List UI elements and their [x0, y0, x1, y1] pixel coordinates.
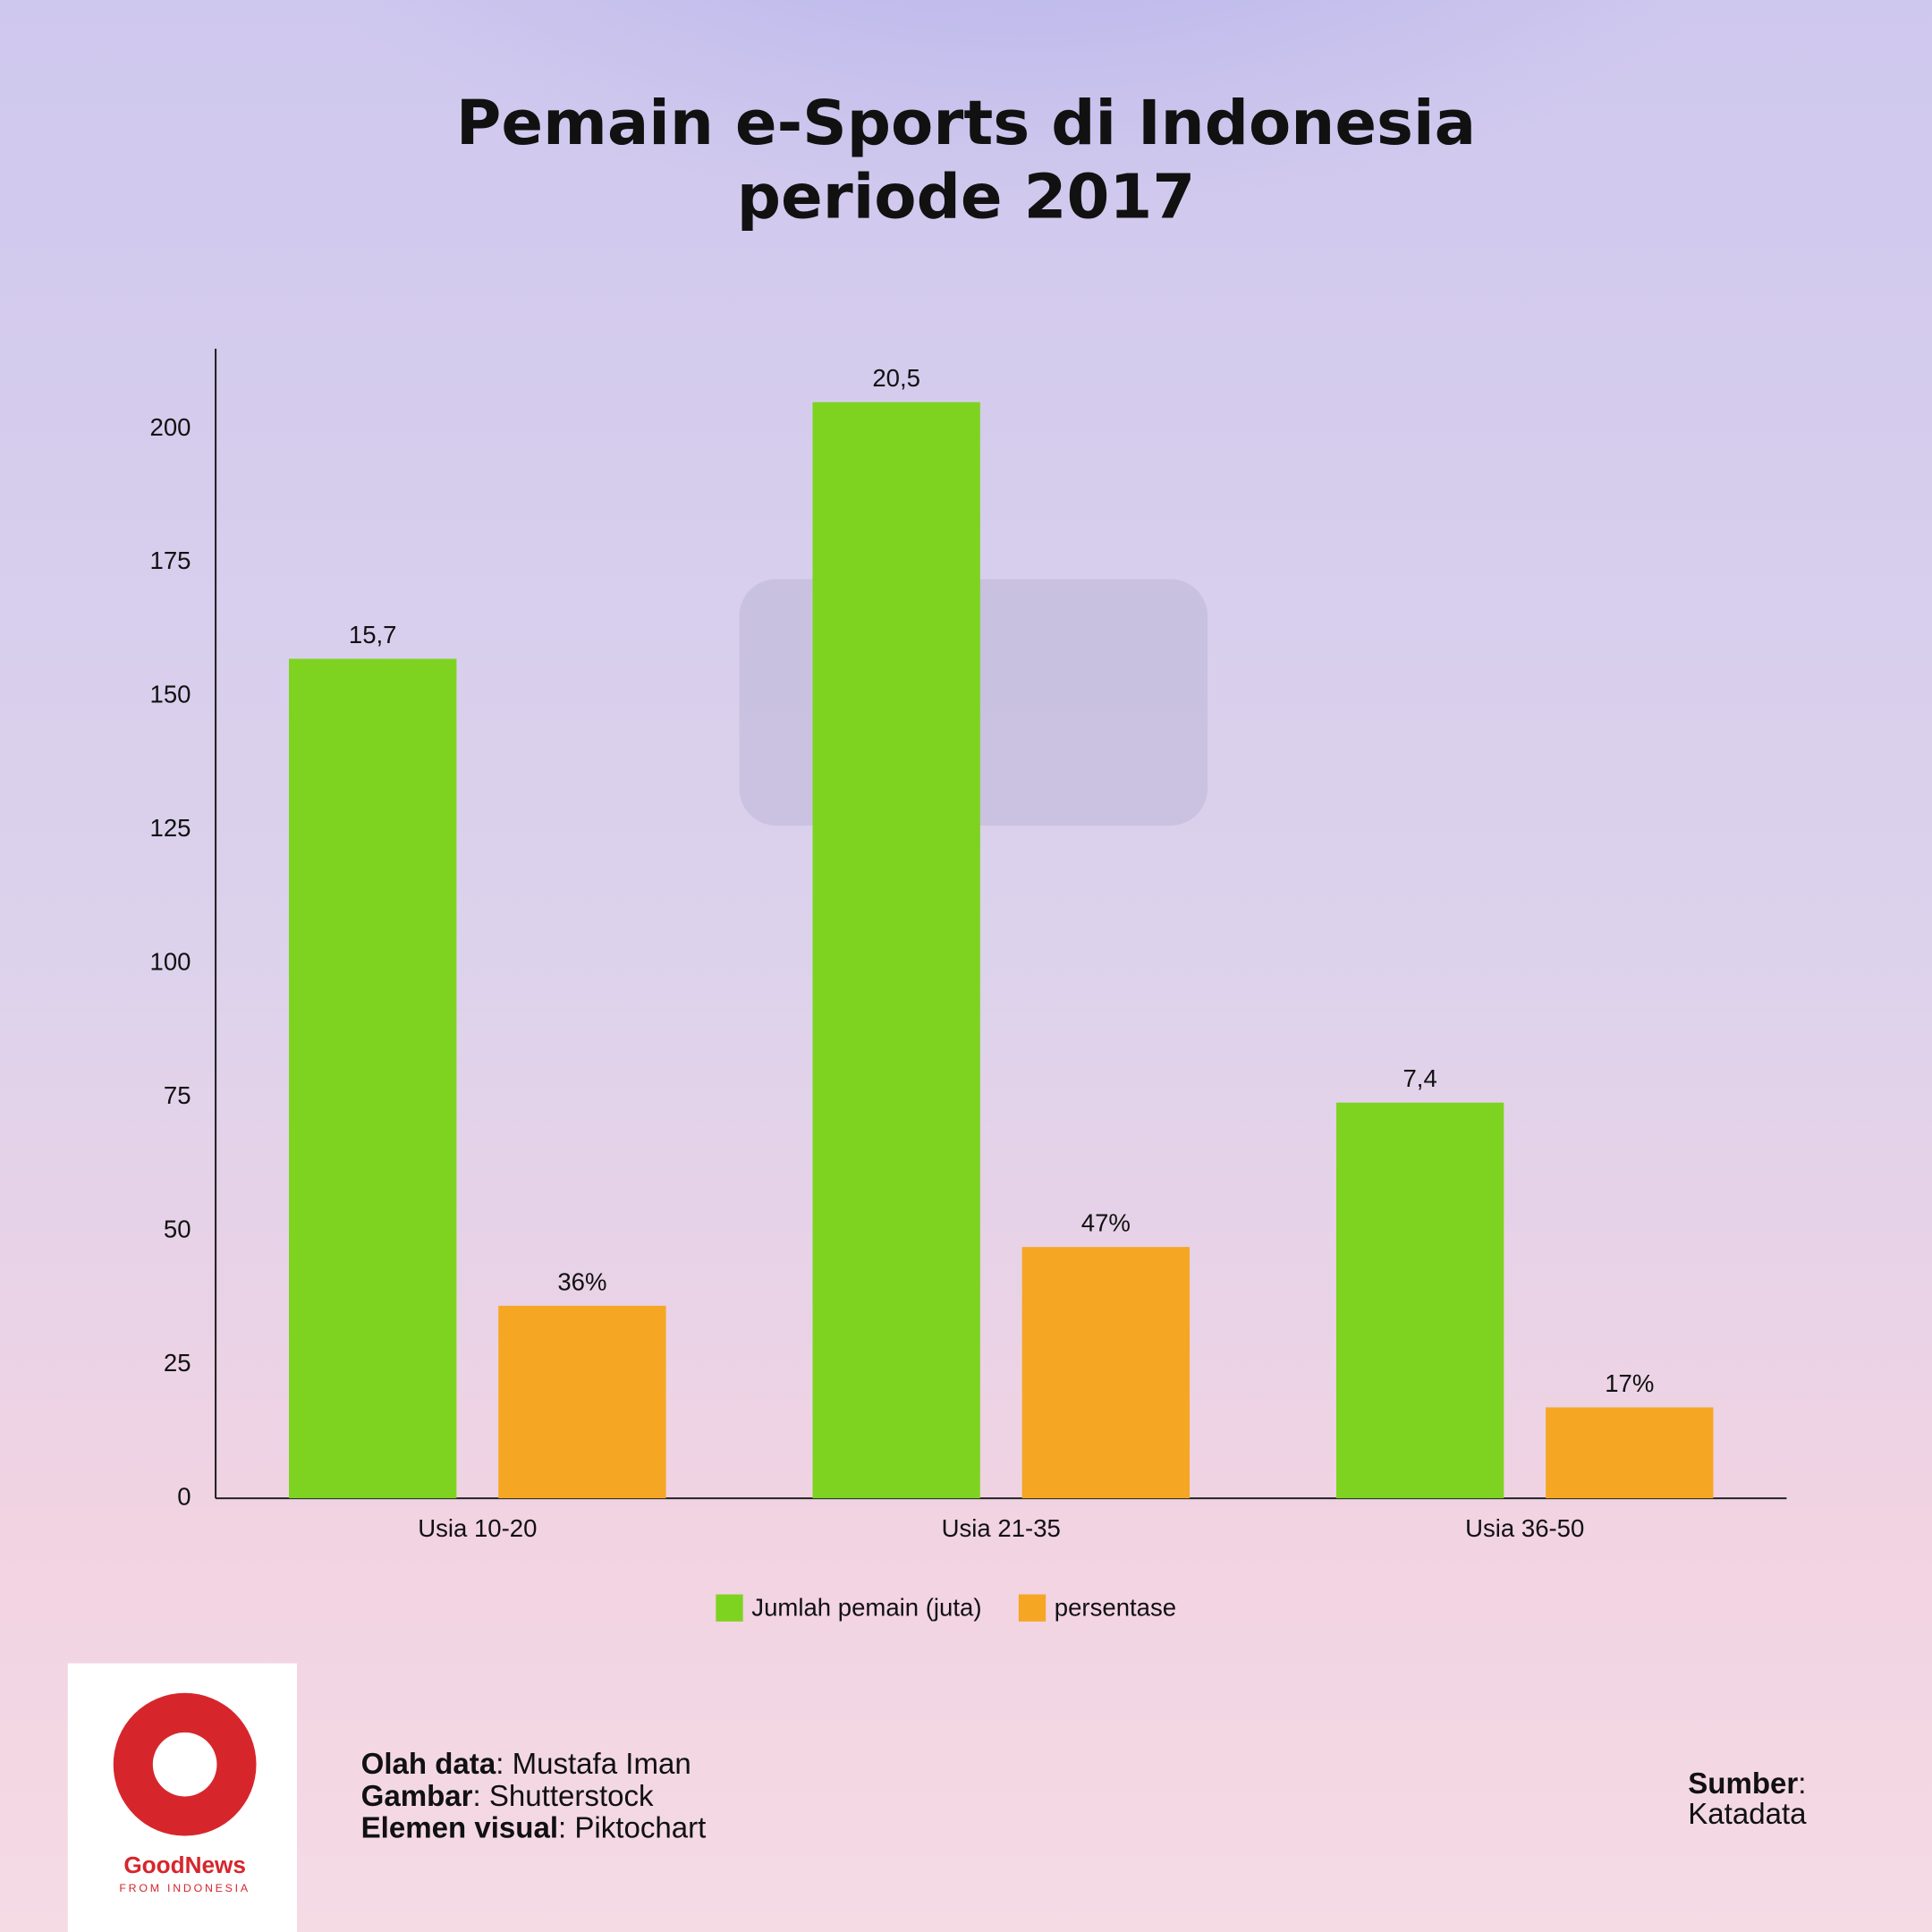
- logo: GoodNews FROM INDONESIA: [67, 1663, 297, 1932]
- x-tick-label: Usia 21-35: [942, 1514, 1061, 1542]
- logo-emblem-inner: [152, 1732, 217, 1797]
- y-tick-label: 150: [150, 681, 191, 708]
- credit-value: : Shutterstock: [473, 1780, 655, 1813]
- value-label: 36%: [557, 1267, 606, 1295]
- y-tick-label: 25: [164, 1349, 191, 1377]
- value-label: 17%: [1605, 1369, 1654, 1397]
- source: Sumber:: [1688, 1767, 1806, 1801]
- value-label: 15,7: [349, 621, 397, 648]
- y-tick-label: 75: [164, 1081, 191, 1109]
- credit-label: Gambar: [361, 1780, 473, 1813]
- credit: Gambar: Shutterstock: [361, 1780, 654, 1813]
- value-label: 7,4: [1402, 1064, 1436, 1092]
- source-label: Sumber: [1688, 1767, 1798, 1801]
- logo-tagline: FROM INDONESIA: [119, 1882, 250, 1894]
- legend-label: Jumlah pemain (juta): [751, 1593, 981, 1621]
- y-tick-label: 125: [150, 814, 191, 842]
- legend-swatch: [716, 1594, 743, 1622]
- chart-title: periode 2017: [737, 162, 1195, 233]
- credit: Olah data: Mustafa Iman: [361, 1748, 691, 1781]
- x-tick-label: Usia 36-50: [1465, 1514, 1584, 1542]
- logo-name: GoodNews: [123, 1852, 246, 1878]
- chart-title: Pemain e-Sports di Indonesia: [456, 88, 1476, 159]
- bar: [289, 658, 457, 1499]
- background-glow: [333, 0, 1713, 555]
- credit-label: Elemen visual: [361, 1811, 558, 1844]
- bar: [1335, 1102, 1504, 1499]
- y-tick-label: 175: [150, 547, 191, 574]
- bar: [812, 402, 980, 1499]
- legend-swatch: [1018, 1594, 1046, 1622]
- value-label: 20,5: [872, 364, 920, 392]
- credit-value: : Piktochart: [558, 1811, 706, 1844]
- x-tick-label: Usia 10-20: [418, 1514, 537, 1542]
- value-label: 47%: [1081, 1209, 1131, 1237]
- credit-value: : Mustafa Iman: [496, 1748, 691, 1781]
- bar: [498, 1305, 666, 1499]
- y-tick-label: 200: [150, 413, 191, 441]
- bar: [1546, 1407, 1714, 1499]
- credit: Elemen visual: Piktochart: [361, 1811, 707, 1844]
- credit-label: Olah data: [361, 1748, 496, 1781]
- y-tick-label: 100: [150, 948, 191, 976]
- y-tick-label: 50: [164, 1215, 191, 1242]
- y-tick-label: 0: [177, 1482, 191, 1510]
- bar: [1021, 1247, 1191, 1499]
- legend-label: persentase: [1055, 1593, 1176, 1621]
- source-colon: :: [1798, 1767, 1806, 1801]
- source-name: Katadata: [1688, 1798, 1807, 1831]
